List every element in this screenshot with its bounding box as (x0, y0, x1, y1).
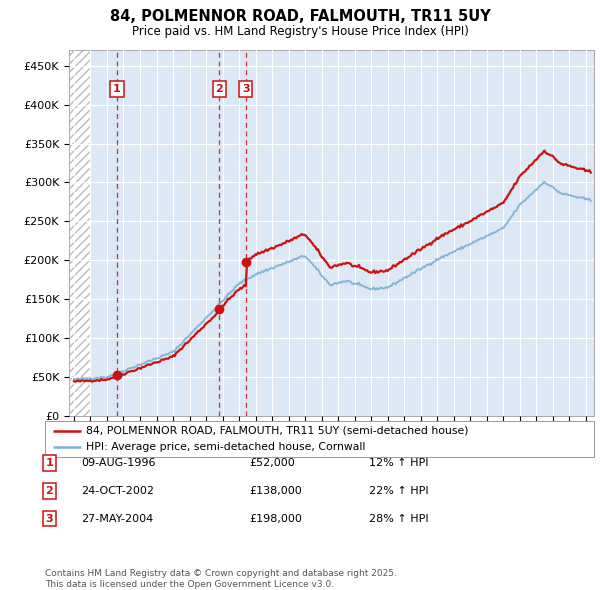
Text: £138,000: £138,000 (249, 486, 302, 496)
Text: 84, POLMENNOR ROAD, FALMOUTH, TR11 5UY: 84, POLMENNOR ROAD, FALMOUTH, TR11 5UY (110, 9, 490, 24)
Text: 2: 2 (215, 84, 223, 94)
Text: 1: 1 (113, 84, 121, 94)
Text: 3: 3 (46, 514, 53, 523)
Text: 12% ↑ HPI: 12% ↑ HPI (369, 458, 428, 468)
Text: HPI: Average price, semi-detached house, Cornwall: HPI: Average price, semi-detached house,… (86, 442, 365, 453)
Text: £52,000: £52,000 (249, 458, 295, 468)
Text: 22% ↑ HPI: 22% ↑ HPI (369, 486, 428, 496)
Text: 3: 3 (242, 84, 250, 94)
Text: 84, POLMENNOR ROAD, FALMOUTH, TR11 5UY (semi-detached house): 84, POLMENNOR ROAD, FALMOUTH, TR11 5UY (… (86, 425, 469, 435)
Text: 2: 2 (46, 486, 53, 496)
Text: 27-MAY-2004: 27-MAY-2004 (81, 514, 153, 523)
Text: 24-OCT-2002: 24-OCT-2002 (81, 486, 154, 496)
Text: 1: 1 (46, 458, 53, 468)
Text: 09-AUG-1996: 09-AUG-1996 (81, 458, 155, 468)
Bar (69, 50, 91, 416)
Text: Price paid vs. HM Land Registry's House Price Index (HPI): Price paid vs. HM Land Registry's House … (131, 25, 469, 38)
Text: Contains HM Land Registry data © Crown copyright and database right 2025.
This d: Contains HM Land Registry data © Crown c… (45, 569, 397, 589)
Text: 28% ↑ HPI: 28% ↑ HPI (369, 514, 428, 523)
Text: £198,000: £198,000 (249, 514, 302, 523)
